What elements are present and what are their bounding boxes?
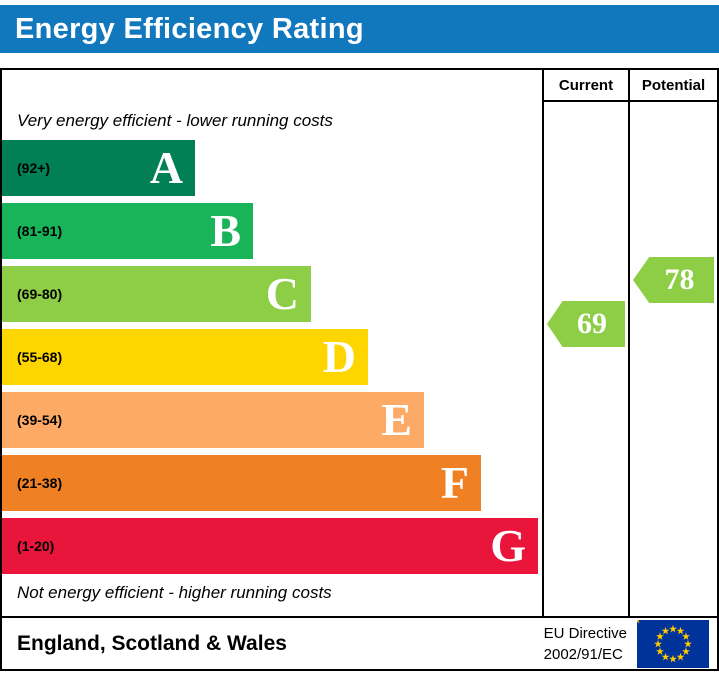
- band-range-label: (81-91): [17, 223, 63, 239]
- band-row-G: (1-20) G: [2, 518, 542, 574]
- band-row-A: (92+) A: [2, 140, 542, 196]
- band-letter: B: [210, 205, 241, 256]
- band-row-C: (69-80) C: [2, 266, 542, 322]
- band-row-D: (55-68) D: [2, 329, 542, 385]
- band-bar-F: (21-38) F: [2, 455, 481, 511]
- band-range-label: (1-20): [17, 538, 55, 554]
- band-range-label: (21-38): [17, 475, 63, 491]
- rating-grid: Current Potential Very energy efficient …: [2, 70, 717, 616]
- column-header-potential: Potential: [628, 70, 717, 102]
- band-letter: E: [381, 394, 412, 445]
- band-range-label: (39-54): [17, 412, 63, 428]
- current-rating-cell: 69: [542, 102, 628, 616]
- eu-flag-icon: [637, 619, 709, 668]
- bands-container: (92+) A (81-91) B (69-80) C (55-68) D (39-54) E (2…: [2, 140, 542, 574]
- caption-top: Very energy efficient - lower running co…: [17, 111, 333, 130]
- column-header-current: Current: [542, 70, 628, 102]
- eu-directive-line1: EU Directive: [543, 624, 627, 642]
- band-letter: C: [265, 268, 299, 319]
- potential-rating-value: 78: [664, 263, 695, 296]
- band-row-B: (81-91) B: [2, 203, 542, 259]
- caption-bottom: Not energy efficient - higher running co…: [17, 583, 332, 602]
- energy-rating-table: Current Potential Very energy efficient …: [0, 68, 719, 671]
- current-rating-arrow: 69: [547, 301, 625, 347]
- band-row-E: (39-54) E: [2, 392, 542, 448]
- band-row-F: (21-38) F: [2, 455, 542, 511]
- band-bar-B: (81-91) B: [2, 203, 253, 259]
- region-label: England, Scotland & Wales: [17, 631, 287, 655]
- band-letter: F: [440, 457, 469, 508]
- band-bar-A: (92+) A: [2, 140, 195, 196]
- current-rating-value: 69: [577, 307, 607, 340]
- band-range-label: (69-80): [17, 286, 63, 302]
- band-range-label: (92+): [17, 160, 51, 176]
- band-letter: D: [322, 331, 356, 382]
- band-bar-G: (1-20) G: [2, 518, 538, 574]
- band-letter: G: [490, 520, 526, 571]
- band-letter: A: [149, 142, 183, 193]
- eu-directive-text: EU Directive 2002/91/EC: [544, 623, 627, 665]
- potential-rating-arrow: 78: [633, 257, 714, 303]
- band-bar-E: (39-54) E: [2, 392, 424, 448]
- eu-directive-line2: 2002/91/EC: [543, 645, 623, 663]
- potential-rating-cell: 78: [628, 102, 717, 616]
- band-bar-D: (55-68) D: [2, 329, 368, 385]
- title-bar: Energy Efficiency Rating: [0, 5, 719, 53]
- header-spacer: [2, 70, 542, 102]
- bands-area: Very energy efficient - lower running co…: [2, 102, 542, 616]
- page-title: Energy Efficiency Rating: [15, 12, 364, 45]
- footer: England, Scotland & Wales EU Directive 2…: [2, 616, 717, 669]
- band-bar-C: (69-80) C: [2, 266, 311, 322]
- band-range-label: (55-68): [17, 349, 63, 365]
